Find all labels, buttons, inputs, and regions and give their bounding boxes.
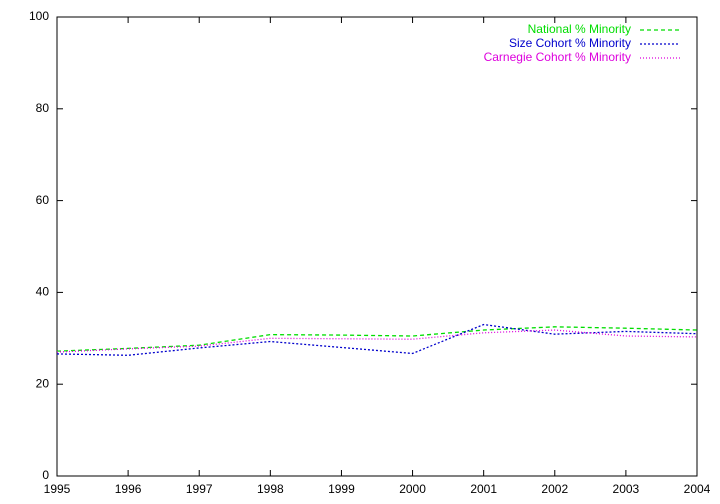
legend-label: National % Minority xyxy=(528,22,631,36)
plot-frame xyxy=(56,16,698,477)
x-tick-label: 1998 xyxy=(257,482,284,496)
x-tick-label: 2002 xyxy=(541,482,568,496)
x-tick-label: 2003 xyxy=(613,482,640,496)
series-line xyxy=(56,323,698,356)
y-tick-label: 0 xyxy=(42,468,49,482)
series-line xyxy=(56,326,698,352)
series-line xyxy=(56,329,698,353)
y-tick-label: 60 xyxy=(36,193,50,207)
legend-label: Carnegie Cohort % Minority xyxy=(484,50,631,64)
legend-label: Size Cohort % Minority xyxy=(509,36,631,50)
y-tick-label: 80 xyxy=(36,101,50,115)
x-tick-label: 1999 xyxy=(328,482,355,496)
y-tick-label: 100 xyxy=(29,9,49,23)
x-tick-label: 2004 xyxy=(684,482,711,496)
x-tick-label: 1996 xyxy=(115,482,142,496)
y-tick-label: 20 xyxy=(36,376,50,390)
x-tick-label: 2000 xyxy=(399,482,426,496)
x-tick-label: 1997 xyxy=(186,482,213,496)
y-tick-label: 40 xyxy=(36,285,50,299)
x-tick-label: 1995 xyxy=(44,482,71,496)
x-tick-label: 2001 xyxy=(470,482,497,496)
